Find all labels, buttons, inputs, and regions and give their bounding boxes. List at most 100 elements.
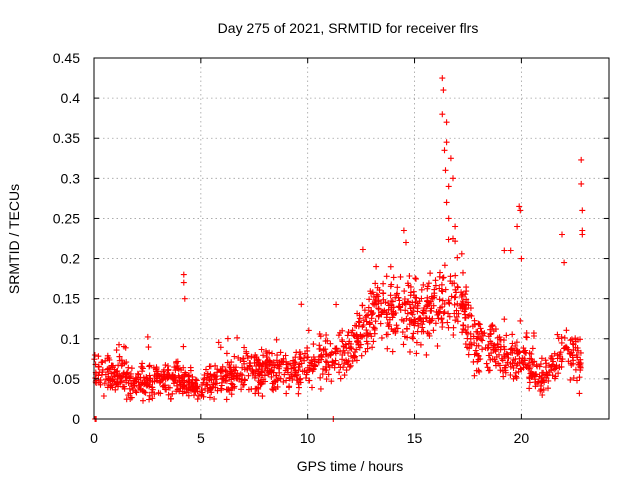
scatter-point	[226, 362, 233, 368]
scatter-point	[439, 288, 446, 295]
scatter-point	[523, 333, 530, 340]
scatter-point	[437, 269, 443, 276]
scatter-point	[223, 396, 230, 403]
scatter-point	[180, 382, 187, 388]
scatter-point	[438, 315, 445, 322]
scatter-point	[538, 355, 545, 362]
scatter-point	[407, 289, 414, 296]
scatter-point	[157, 390, 164, 397]
scatter-point	[435, 309, 442, 316]
scatter-point	[394, 325, 401, 332]
scatter-point	[286, 383, 293, 390]
scatter-point	[119, 383, 126, 390]
scatter-point	[168, 395, 174, 402]
scatter-point	[193, 377, 200, 384]
scatter-point	[207, 371, 214, 378]
scatter-point	[404, 334, 411, 341]
scatter-point	[144, 333, 151, 340]
scatter-point	[211, 396, 218, 402]
scatter-point	[103, 376, 109, 383]
scatter-point	[212, 384, 219, 391]
scatter-point	[104, 352, 111, 359]
scatter-point	[389, 298, 396, 305]
scatter-point	[423, 351, 430, 358]
y-tick-label: 0.45	[53, 50, 80, 66]
x-tick-label: 0	[90, 430, 98, 446]
scatter-point	[538, 386, 545, 393]
scatter-point	[176, 377, 183, 384]
scatter-point	[239, 382, 246, 388]
scatter-point	[346, 363, 353, 370]
scatter-point	[325, 371, 332, 378]
y-tick-label: 0.4	[61, 90, 81, 106]
scatter-point	[203, 366, 209, 373]
scatter-point	[280, 355, 287, 362]
scatter-point	[271, 384, 278, 391]
scatter-point	[171, 380, 177, 387]
scatter-point	[428, 293, 435, 300]
scatter-point	[239, 364, 246, 371]
scatter-point	[180, 364, 187, 371]
scatter-point	[471, 351, 478, 358]
scatter-point	[305, 327, 312, 334]
scatter-point	[442, 286, 449, 293]
scatter-point	[424, 329, 431, 336]
scatter-point	[500, 373, 507, 380]
scatter-point	[353, 357, 360, 364]
scatter-point	[413, 339, 420, 346]
scatter-point	[440, 87, 447, 94]
scatter-point	[370, 338, 377, 345]
scatter-point	[234, 372, 240, 379]
scatter-point	[102, 357, 109, 364]
scatter-point	[424, 294, 431, 301]
scatter-point	[555, 335, 562, 342]
scatter-point	[345, 329, 352, 335]
scatter-point	[392, 328, 399, 335]
scatter-point	[487, 356, 494, 363]
scatter-point	[257, 381, 264, 388]
scatter-point	[101, 380, 108, 387]
scatter-point	[354, 310, 361, 317]
scatter-point	[568, 336, 575, 343]
scatter-point	[363, 318, 370, 325]
scatter-point	[540, 377, 547, 384]
scatter-point	[375, 305, 382, 312]
scatter-point	[152, 366, 159, 373]
scatter-point	[212, 373, 219, 380]
scatter-point	[372, 318, 379, 325]
scatter-point	[402, 307, 409, 314]
scatter-point	[270, 359, 277, 366]
scatter-point	[459, 329, 466, 336]
scatter-point	[494, 341, 501, 348]
scatter-point	[480, 332, 486, 339]
scatter-point	[406, 317, 413, 323]
scatter-point	[383, 273, 390, 280]
scatter-point	[509, 349, 516, 356]
x-tick-label: 15	[407, 430, 423, 446]
scatter-point	[276, 363, 283, 370]
scatter-point	[380, 280, 387, 287]
scatter-point	[240, 358, 247, 365]
scatter-point	[520, 360, 527, 367]
scatter-point	[169, 375, 176, 382]
scatter-point	[247, 365, 253, 372]
scatter-point	[445, 310, 452, 317]
scatter-point	[554, 331, 561, 338]
grid-lines	[94, 58, 609, 419]
scatter-point	[237, 371, 244, 378]
scatter-point	[412, 299, 419, 306]
scatter-point	[420, 281, 427, 288]
scatter-point	[385, 306, 392, 313]
scatter-point	[110, 378, 116, 385]
scatter-point	[526, 355, 533, 362]
scatter-point	[445, 297, 452, 304]
scatter-point	[368, 333, 375, 340]
scatter-point	[389, 348, 396, 355]
scatter-point	[388, 325, 395, 332]
scatter-point	[518, 255, 525, 262]
scatter-point	[422, 314, 429, 321]
scatter-point	[517, 207, 524, 214]
scatter-point	[316, 346, 323, 352]
scatter-point	[259, 360, 266, 367]
scatter-point	[232, 367, 239, 374]
